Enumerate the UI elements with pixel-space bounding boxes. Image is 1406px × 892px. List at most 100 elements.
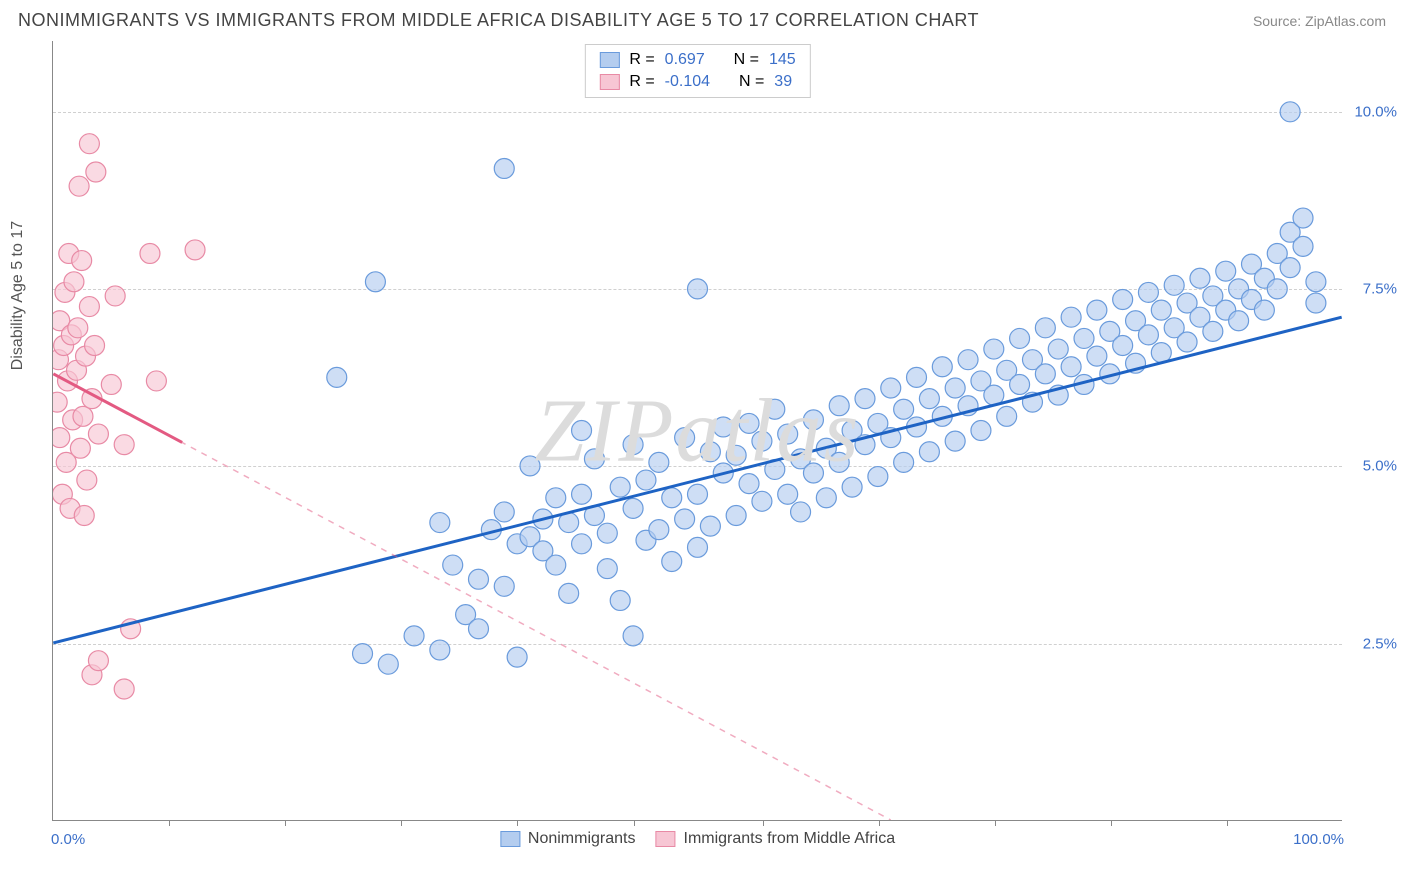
scatter-point-nonimmigrants [1138, 325, 1158, 345]
scatter-point-nonimmigrants [623, 498, 643, 518]
scatter-point-nonimmigrants [649, 520, 669, 540]
legend-swatch-0 [500, 831, 520, 847]
scatter-point-nonimmigrants [1138, 282, 1158, 302]
n-value-0: 145 [769, 51, 796, 69]
scatter-point-immigrants_middle_africa [85, 336, 105, 356]
scatter-point-nonimmigrants [1306, 272, 1326, 292]
scatter-point-nonimmigrants [1010, 374, 1030, 394]
scatter-point-immigrants_middle_africa [77, 470, 97, 490]
scatter-point-nonimmigrants [803, 463, 823, 483]
y-tick-label: 2.5% [1363, 635, 1397, 652]
x-tick [517, 820, 518, 826]
scatter-point-nonimmigrants [688, 484, 708, 504]
scatter-point-nonimmigrants [726, 505, 746, 525]
x-tick [634, 820, 635, 826]
x-axis-label-left: 0.0% [51, 831, 85, 848]
scatter-point-immigrants_middle_africa [140, 243, 160, 263]
scatter-point-nonimmigrants [803, 410, 823, 430]
scatter-point-nonimmigrants [1254, 300, 1274, 320]
scatter-point-nonimmigrants [894, 452, 914, 472]
scatter-point-nonimmigrants [907, 367, 927, 387]
scatter-point-nonimmigrants [1293, 208, 1313, 228]
n-label: N = [739, 73, 764, 91]
legend-swatch-1 [655, 831, 675, 847]
swatch-series-0 [599, 52, 619, 68]
scatter-point-nonimmigrants [507, 647, 527, 667]
scatter-point-nonimmigrants [1035, 364, 1055, 384]
scatter-point-nonimmigrants [984, 339, 1004, 359]
scatter-point-nonimmigrants [610, 477, 630, 497]
scatter-point-nonimmigrants [945, 378, 965, 398]
scatter-point-immigrants_middle_africa [53, 428, 70, 448]
scatter-point-nonimmigrants [443, 555, 463, 575]
scatter-point-immigrants_middle_africa [185, 240, 205, 260]
scatter-point-nonimmigrants [1087, 346, 1107, 366]
scatter-point-immigrants_middle_africa [53, 392, 67, 412]
scatter-point-nonimmigrants [945, 431, 965, 451]
scatter-point-nonimmigrants [584, 449, 604, 469]
scatter-point-nonimmigrants [623, 435, 643, 455]
scatter-point-nonimmigrants [919, 389, 939, 409]
scatter-point-nonimmigrants [494, 576, 514, 596]
scatter-point-immigrants_middle_africa [70, 438, 90, 458]
n-label: N = [734, 51, 759, 69]
scatter-point-nonimmigrants [1164, 275, 1184, 295]
scatter-point-immigrants_middle_africa [105, 286, 125, 306]
x-tick [401, 820, 402, 826]
scatter-point-immigrants_middle_africa [114, 435, 134, 455]
scatter-point-immigrants_middle_africa [146, 371, 166, 391]
scatter-point-immigrants_middle_africa [88, 651, 108, 671]
y-axis-title: Disability Age 5 to 17 [9, 221, 27, 370]
scatter-point-nonimmigrants [700, 442, 720, 462]
scatter-point-nonimmigrants [1113, 336, 1133, 356]
swatch-series-1 [599, 74, 619, 90]
n-value-1: 39 [774, 73, 792, 91]
scatter-point-nonimmigrants [1216, 261, 1236, 281]
scatter-point-nonimmigrants [430, 640, 450, 660]
scatter-point-nonimmigrants [1177, 332, 1197, 352]
scatter-point-immigrants_middle_africa [114, 679, 134, 699]
scatter-point-nonimmigrants [1061, 307, 1081, 327]
chart-title: NONIMMIGRANTS VS IMMIGRANTS FROM MIDDLE … [18, 10, 979, 31]
scatter-point-nonimmigrants [932, 357, 952, 377]
scatter-point-nonimmigrants [430, 513, 450, 533]
scatter-point-nonimmigrants [468, 619, 488, 639]
scatter-point-nonimmigrants [855, 389, 875, 409]
scatter-point-immigrants_middle_africa [88, 424, 108, 444]
scatter-point-nonimmigrants [572, 484, 592, 504]
scatter-point-nonimmigrants [765, 399, 785, 419]
legend-label-1: Immigrants from Middle Africa [683, 830, 895, 848]
r-value-1: -0.104 [665, 73, 710, 91]
scatter-point-nonimmigrants [1267, 279, 1287, 299]
scatter-point-nonimmigrants [881, 378, 901, 398]
x-tick [1111, 820, 1112, 826]
scatter-point-nonimmigrants [739, 474, 759, 494]
scatter-point-nonimmigrants [1151, 300, 1171, 320]
scatter-point-immigrants_middle_africa [68, 318, 88, 338]
scatter-point-nonimmigrants [546, 555, 566, 575]
scatter-point-nonimmigrants [649, 452, 669, 472]
chart-source: Source: ZipAtlas.com [1253, 13, 1386, 29]
plot-svg [53, 41, 1342, 820]
scatter-point-nonimmigrants [468, 569, 488, 589]
scatter-point-immigrants_middle_africa [101, 374, 121, 394]
scatter-point-nonimmigrants [1113, 289, 1133, 309]
scatter-point-nonimmigrants [1074, 328, 1094, 348]
scatter-point-nonimmigrants [494, 158, 514, 178]
scatter-point-immigrants_middle_africa [73, 406, 93, 426]
legend-item-0: Nonimmigrants [500, 830, 636, 848]
scatter-point-nonimmigrants [1203, 321, 1223, 341]
scatter-point-nonimmigrants [327, 367, 347, 387]
scatter-point-nonimmigrants [739, 413, 759, 433]
x-tick [169, 820, 170, 826]
series-legend: Nonimmigrants Immigrants from Middle Afr… [500, 830, 895, 848]
r-label: R = [629, 51, 654, 69]
scatter-point-nonimmigrants [546, 488, 566, 508]
trend-solid-nonimmigrants [53, 317, 1341, 643]
x-tick [1227, 820, 1228, 826]
scatter-point-nonimmigrants [1190, 268, 1210, 288]
scatter-point-nonimmigrants [1229, 311, 1249, 331]
x-tick [879, 820, 880, 826]
r-label: R = [629, 73, 654, 91]
y-tick-label: 5.0% [1363, 458, 1397, 475]
